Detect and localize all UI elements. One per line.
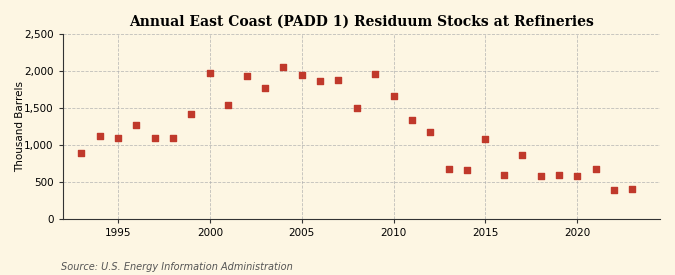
Point: [113, 136, 124, 141]
Point: [95, 133, 105, 138]
Point: [333, 78, 344, 82]
Point: [370, 72, 381, 76]
Point: [260, 85, 271, 90]
Point: [535, 174, 546, 178]
Point: [388, 94, 399, 98]
Point: [517, 153, 528, 157]
Point: [480, 137, 491, 141]
Point: [205, 71, 215, 75]
Point: [278, 65, 289, 69]
Point: [76, 150, 86, 155]
Point: [167, 136, 178, 141]
Point: [554, 172, 564, 177]
Y-axis label: Thousand Barrels: Thousand Barrels: [15, 81, 25, 172]
Point: [425, 130, 436, 134]
Point: [241, 73, 252, 78]
Text: Source: U.S. Energy Information Administration: Source: U.S. Energy Information Administ…: [61, 262, 292, 272]
Point: [406, 118, 417, 122]
Title: Annual East Coast (PADD 1) Residuum Stocks at Refineries: Annual East Coast (PADD 1) Residuum Stoc…: [129, 15, 594, 29]
Point: [591, 167, 601, 171]
Point: [315, 79, 325, 83]
Point: [186, 112, 197, 116]
Point: [462, 168, 472, 172]
Point: [627, 187, 638, 192]
Point: [443, 167, 454, 172]
Point: [572, 174, 583, 178]
Point: [498, 172, 509, 177]
Point: [149, 136, 160, 140]
Point: [296, 73, 307, 77]
Point: [223, 103, 234, 108]
Point: [609, 188, 620, 192]
Point: [131, 123, 142, 127]
Point: [352, 106, 362, 110]
